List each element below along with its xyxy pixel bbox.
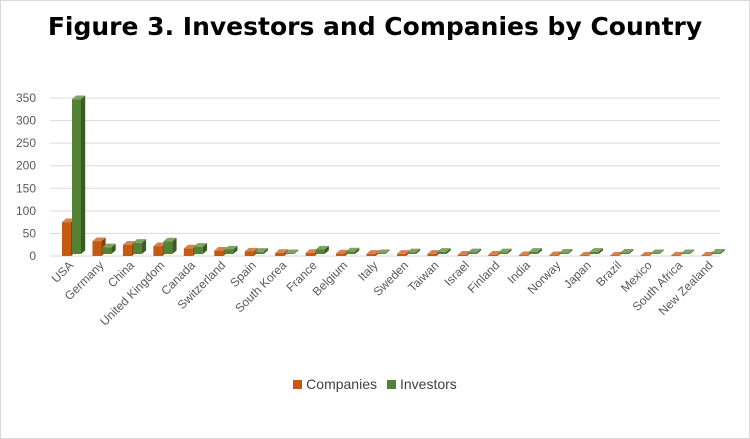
bar-investors-brazil [620,249,634,254]
bar-investors-italy [376,249,390,254]
y-tick-label: 50 [23,226,37,240]
bar-investors-canada [193,243,208,254]
legend-item-companies: Companies [293,376,377,392]
bar-investors-china [132,239,147,254]
bar-investors-india [528,248,543,254]
bar-investors-taiwan [437,248,451,254]
y-axis: 0 50 100 150 200 250 300 350 [16,91,36,263]
bars [62,95,725,256]
x-tick-label: USA [49,258,76,285]
x-tick-label: Norway [525,258,564,297]
bar-investors-israel [467,248,482,254]
y-tick-label: 350 [16,91,36,105]
bar-investors-germany [102,243,116,254]
chart-title: Figure 3. Investors and Companies by Cou… [47,12,703,41]
legend: Companies Investors [0,376,750,392]
gridlines [50,97,720,257]
x-tick-label: Taiwan [405,258,441,294]
bar-investors-belgium [346,247,360,254]
bar-investors-norway [559,249,573,254]
legend-label-companies: Companies [306,376,377,392]
bar-investors-united-kingdom [163,237,177,254]
x-tick-label: Italy [355,258,380,283]
legend-label-investors: Investors [400,376,457,392]
bar-investors-spain [254,248,268,254]
bar-investors-sweden [407,248,421,254]
legend-swatch-investors [387,379,396,389]
y-tick-label: 0 [29,249,36,263]
y-tick-label: 300 [16,114,36,128]
legend-swatch-companies [293,379,303,389]
bar-investors-finland [498,248,512,254]
bar-investors-usa [72,95,86,254]
y-tick-label: 100 [16,204,36,218]
y-tick-label: 150 [16,181,36,195]
bar-investors-mexico [650,249,664,254]
legend-item-investors: Investors [387,376,457,392]
y-tick-label: 200 [16,159,36,173]
bar-investors-switzerland [224,245,238,254]
bar-investors-south-korea [285,249,299,254]
bar-investors-new-zealand [711,249,725,254]
bar-investors-south-africa [681,249,695,254]
bar-investors-japan [589,248,603,254]
bar-investors-france [315,245,329,254]
x-tick-label: Japan [561,258,594,291]
x-tick-label: Finland [465,258,503,296]
y-tick-label: 250 [16,136,36,150]
